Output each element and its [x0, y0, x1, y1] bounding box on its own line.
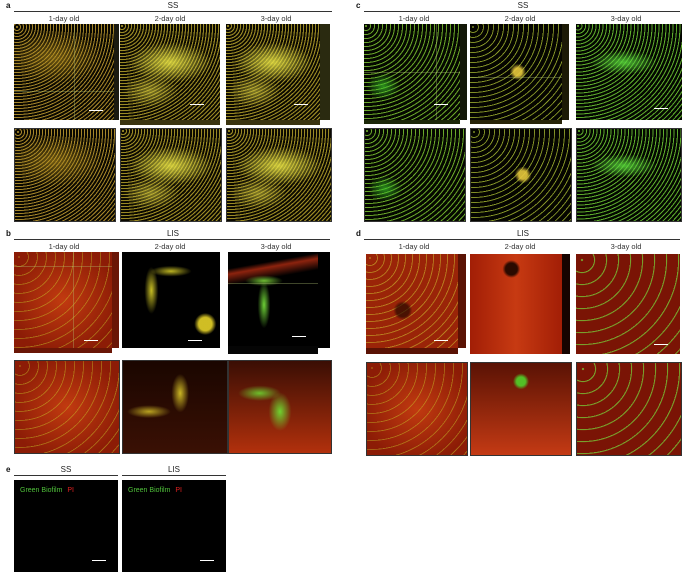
legend-pi: PI — [67, 487, 74, 494]
group-header-a: SS — [167, 1, 179, 10]
panel-label-b: b — [6, 229, 11, 238]
group-divider-d — [364, 239, 680, 240]
micrograph-b-1day-3d — [14, 360, 120, 454]
micrograph-d-3day-top — [576, 254, 680, 354]
scale-bar — [294, 104, 308, 105]
panel-label-a: a — [6, 1, 11, 10]
panel-label-d: d — [356, 229, 361, 238]
scale-bar — [190, 104, 204, 105]
column-header-c-3: 3-day old — [610, 14, 642, 23]
micrograph-b-2day-top — [122, 252, 220, 348]
group-divider-c — [364, 11, 680, 12]
group-header-e-lis: LIS — [167, 465, 180, 474]
column-header-a-1: 1-day old — [48, 14, 80, 23]
column-header-b-3: 3-day old — [260, 242, 292, 251]
legend-green-biofilm: Green Biofilm — [128, 487, 171, 494]
legend-green-biofilm: Green Biofilm — [20, 487, 63, 494]
micrograph-a-3day-3d — [226, 128, 332, 222]
scale-bar — [434, 104, 448, 105]
micrograph-d-1day-top — [366, 254, 458, 348]
micrograph-e-ss: Green Biofilm PI — [14, 480, 118, 572]
group-divider-e-ss — [14, 475, 118, 476]
micrograph-a-2day-3d — [120, 128, 222, 222]
group-header-c: SS — [517, 1, 529, 10]
column-header-a-3: 3-day old — [260, 14, 292, 23]
micrograph-a-1day-top — [14, 24, 114, 120]
micrograph-c-1day-3d — [364, 128, 466, 222]
scale-bar — [200, 560, 214, 561]
micrograph-c-3day-3d — [576, 128, 682, 222]
micrograph-b-2day-3d — [122, 360, 228, 454]
micrograph-d-3day-3d — [576, 362, 682, 456]
micrograph-a-3day-top — [226, 24, 320, 120]
scale-bar — [292, 336, 306, 337]
panel-label-c: c — [356, 1, 361, 10]
column-header-b-2: 2-day old — [154, 242, 186, 251]
scale-bar — [434, 340, 448, 341]
column-header-c-2: 2-day old — [504, 14, 536, 23]
scale-bar — [84, 340, 98, 341]
panel-label-e: e — [6, 465, 11, 474]
group-header-d: LIS — [516, 229, 529, 238]
scale-bar — [89, 110, 103, 111]
stain-legend: Green Biofilm PI — [128, 487, 182, 494]
group-divider-a — [14, 11, 332, 12]
group-divider-e-lis — [122, 475, 226, 476]
micrograph-c-1day-top — [364, 24, 460, 120]
column-header-d-3: 3-day old — [610, 242, 642, 251]
micrograph-a-2day-top — [120, 24, 220, 120]
group-header-b: LIS — [166, 229, 179, 238]
column-header-b-1: 1-day old — [48, 242, 80, 251]
column-header-a-2: 2-day old — [154, 14, 186, 23]
micrograph-d-2day-top — [470, 254, 562, 354]
scale-bar — [654, 108, 668, 109]
group-divider-b — [14, 239, 330, 240]
scale-bar — [188, 340, 202, 341]
group-header-e-ss: SS — [60, 465, 72, 474]
scale-bar — [654, 344, 668, 345]
stain-legend: Green Biofilm PI — [20, 487, 74, 494]
micrograph-c-2day-top — [470, 24, 562, 120]
column-header-d-2: 2-day old — [504, 242, 536, 251]
column-header-d-1: 1-day old — [398, 242, 430, 251]
micrograph-a-1day-3d — [14, 128, 116, 222]
micrograph-b-3day-3d — [228, 360, 332, 454]
micrograph-c-3day-top — [576, 24, 682, 120]
micrograph-c-2day-3d — [470, 128, 572, 222]
micrograph-e-lis: Green Biofilm PI — [122, 480, 226, 572]
micrograph-b-1day-top — [14, 252, 112, 348]
micrograph-d-1day-3d — [366, 362, 468, 456]
scale-bar — [92, 560, 106, 561]
column-header-c-1: 1-day old — [398, 14, 430, 23]
legend-pi: PI — [175, 487, 182, 494]
micrograph-d-2day-3d — [470, 362, 572, 456]
micrograph-b-3day-top — [228, 252, 318, 348]
